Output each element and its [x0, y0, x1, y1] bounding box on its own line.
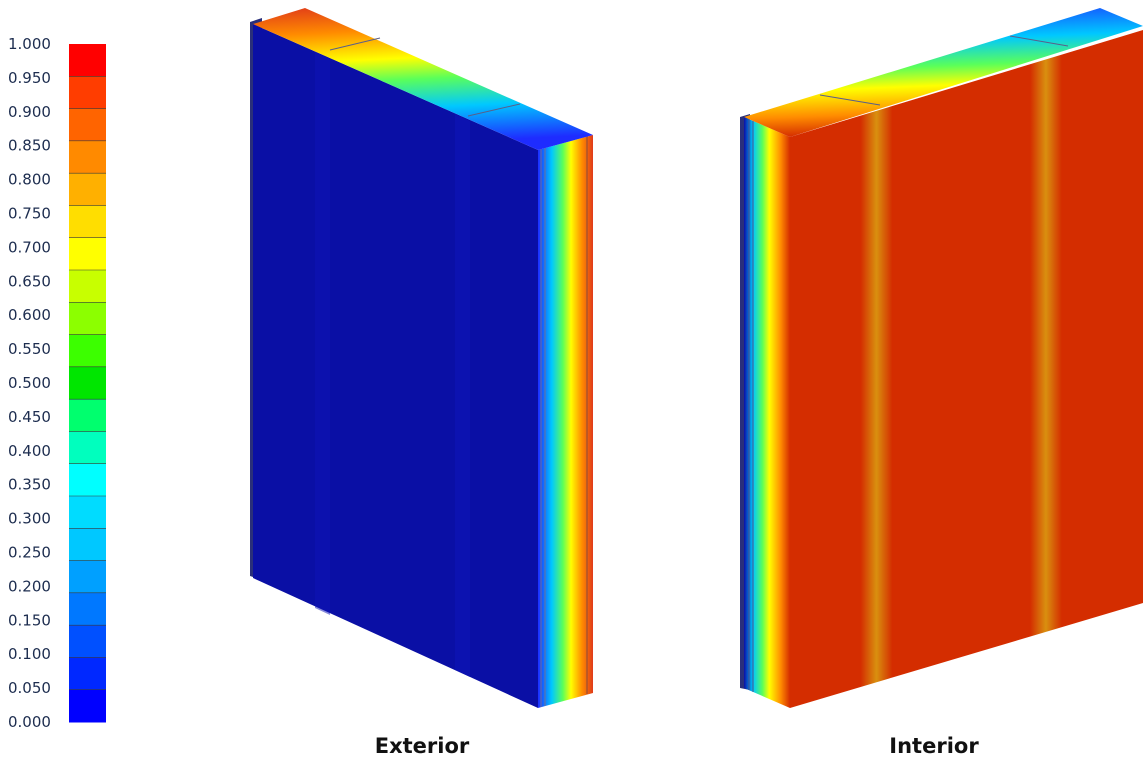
legend-tick-label: 0.400	[8, 442, 51, 460]
interior-side-edge	[744, 117, 790, 708]
exterior-top-edge	[253, 8, 593, 150]
legend-swatch	[69, 592, 106, 626]
legend-swatch	[69, 657, 106, 691]
interior-top-edge	[744, 8, 1143, 137]
interior-connector-mark	[819, 94, 881, 106]
legend-swatch	[69, 205, 106, 239]
legend-tick-label: 0.650	[8, 272, 51, 290]
legend-tick-label: 0.800	[8, 171, 51, 189]
legend-swatch	[69, 334, 106, 368]
legend-swatch	[69, 366, 106, 400]
legend-swatch	[69, 270, 106, 303]
legend-swatch	[69, 173, 106, 206]
legend-tick-label: 0.150	[8, 611, 51, 629]
exterior-panel-view	[250, 8, 593, 708]
exterior-face-shade	[315, 52, 330, 615]
legend-tick-label: 0.850	[8, 137, 51, 155]
legend-swatch	[69, 76, 106, 110]
legend-swatch	[69, 463, 106, 497]
legend-tick-label: 0.050	[8, 679, 51, 697]
legend-swatch	[69, 237, 106, 271]
exterior-face-shade	[455, 114, 470, 677]
exterior-side-edge	[538, 135, 593, 708]
legend-swatch	[69, 44, 106, 77]
interior-caption: Interior	[889, 734, 979, 758]
interior-face	[790, 30, 1143, 708]
interior-connector-mark	[1009, 35, 1069, 47]
legend-swatch	[69, 108, 106, 142]
legend-swatch	[69, 625, 106, 658]
exterior-connector-mark	[467, 103, 521, 117]
exterior-caption: Exterior	[375, 734, 470, 758]
legend-swatch	[69, 528, 106, 562]
legend-swatch	[69, 560, 106, 594]
legend-tick-label: 0.900	[8, 103, 51, 121]
legend-swatch	[69, 140, 106, 174]
legend-tick-label: 0.950	[8, 69, 51, 87]
legend-tick-label: 0.100	[8, 645, 51, 663]
legend-swatch	[69, 431, 106, 465]
legend-tick-label: 0.000	[8, 713, 51, 731]
legend-tick-label: 0.450	[8, 408, 51, 426]
legend-swatch	[69, 496, 106, 529]
legend-tick-label: 0.200	[8, 577, 51, 595]
legend-tick-label: 0.350	[8, 476, 51, 494]
legend-tick-label: 0.700	[8, 238, 51, 256]
legend-swatch	[69, 689, 106, 723]
legend-swatches	[69, 44, 106, 723]
legend-swatch	[69, 399, 106, 432]
interior-panel-view	[740, 8, 1143, 708]
exterior-connector-mark	[329, 37, 381, 51]
legend-tick-label: 1.000	[8, 35, 51, 53]
color-legend: 1.000 0.950 0.900 0.850 0.800 0.750 0.700 0.650…	[8, 35, 106, 731]
legend-tick-label: 0.600	[8, 306, 51, 324]
legend-tick-label: 0.300	[8, 510, 51, 528]
legend-tick-labels: 1.000 0.950 0.900 0.850 0.800 0.750 0.700 0.650…	[8, 35, 51, 731]
legend-tick-label: 0.500	[8, 374, 51, 392]
legend-swatch	[69, 302, 106, 336]
legend-tick-label: 0.550	[8, 340, 51, 358]
legend-tick-label: 0.250	[8, 544, 51, 562]
legend-tick-label: 0.750	[8, 205, 51, 223]
